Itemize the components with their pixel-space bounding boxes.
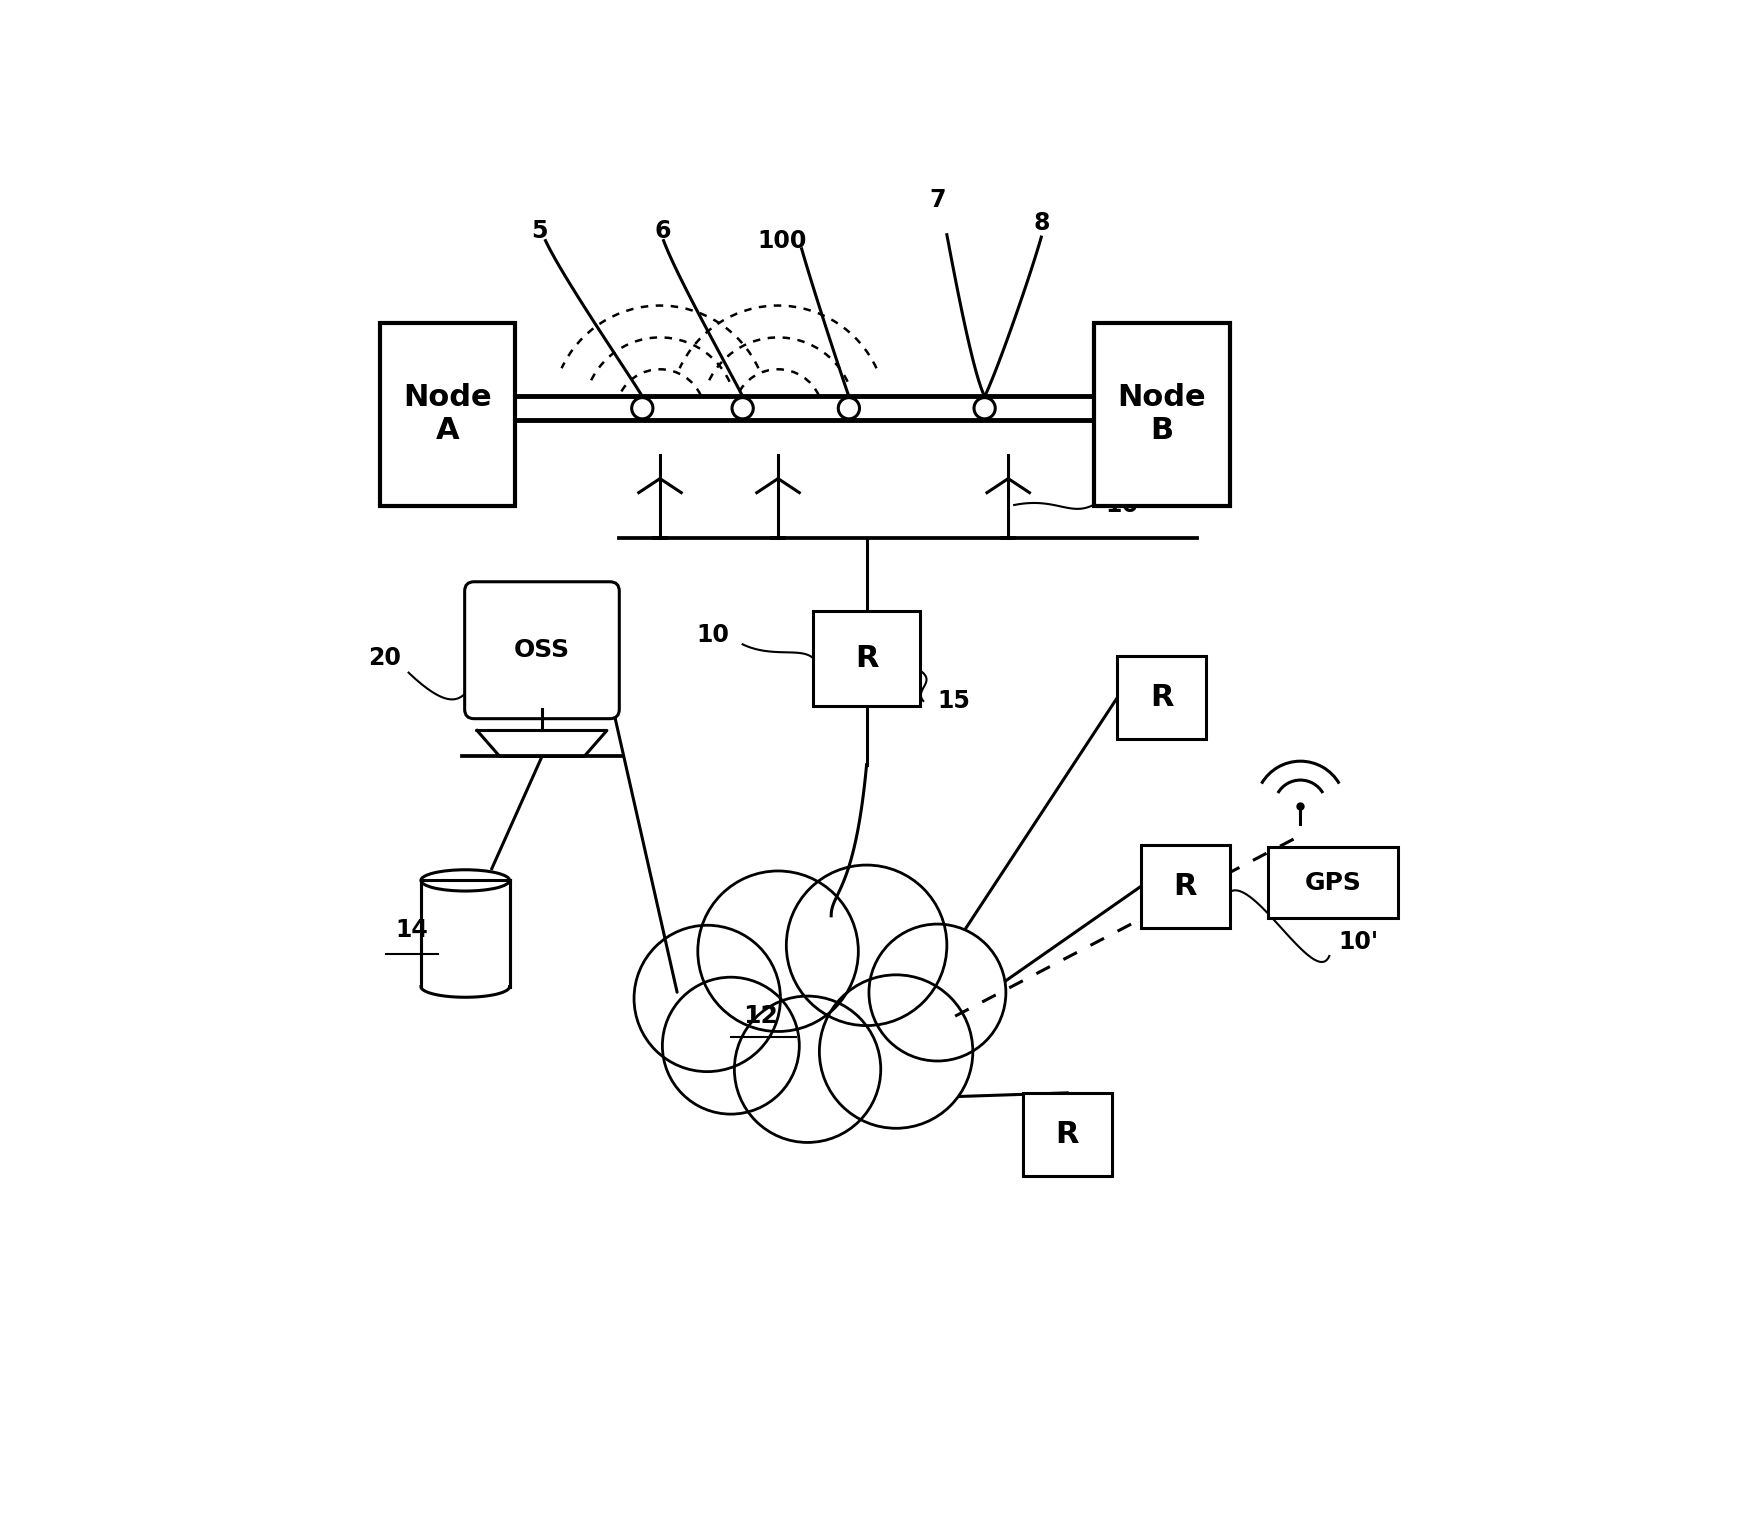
Circle shape — [734, 996, 880, 1142]
Circle shape — [632, 397, 653, 419]
Text: Node
A: Node A — [403, 383, 491, 446]
Text: 7: 7 — [929, 189, 945, 213]
Circle shape — [869, 924, 1007, 1061]
Circle shape — [662, 977, 799, 1114]
Text: 14: 14 — [396, 918, 428, 941]
Text: R: R — [855, 644, 878, 673]
Text: 20: 20 — [368, 647, 401, 670]
Text: OSS: OSS — [514, 638, 570, 662]
Bar — [1118, 656, 1206, 739]
Circle shape — [697, 871, 859, 1032]
Bar — [813, 612, 920, 705]
Circle shape — [838, 397, 859, 419]
FancyBboxPatch shape — [465, 581, 620, 719]
Ellipse shape — [421, 871, 509, 892]
Text: 100: 100 — [757, 228, 806, 253]
Circle shape — [634, 926, 780, 1072]
Text: 15: 15 — [938, 688, 970, 713]
Bar — [1140, 845, 1230, 927]
Text: 8: 8 — [1033, 212, 1049, 235]
Circle shape — [732, 397, 753, 419]
Text: GPS: GPS — [1304, 871, 1360, 895]
Text: 6: 6 — [655, 219, 671, 244]
Text: R: R — [1174, 872, 1197, 901]
Text: 12: 12 — [743, 1004, 778, 1029]
Bar — [1093, 322, 1230, 506]
Text: Node
B: Node B — [1118, 383, 1206, 446]
Text: R: R — [1149, 682, 1174, 711]
Bar — [1267, 848, 1397, 918]
Text: 10: 10 — [697, 622, 730, 647]
Bar — [1023, 1093, 1112, 1176]
Text: 10': 10' — [1339, 931, 1378, 954]
Text: 5: 5 — [532, 219, 547, 244]
Ellipse shape — [421, 869, 509, 891]
Polygon shape — [477, 731, 607, 756]
Circle shape — [820, 975, 973, 1128]
Circle shape — [787, 865, 947, 1026]
Bar — [380, 322, 516, 506]
Text: R: R — [1056, 1119, 1079, 1148]
Text: 16: 16 — [1105, 494, 1139, 517]
Circle shape — [973, 397, 994, 419]
Bar — [421, 880, 509, 987]
